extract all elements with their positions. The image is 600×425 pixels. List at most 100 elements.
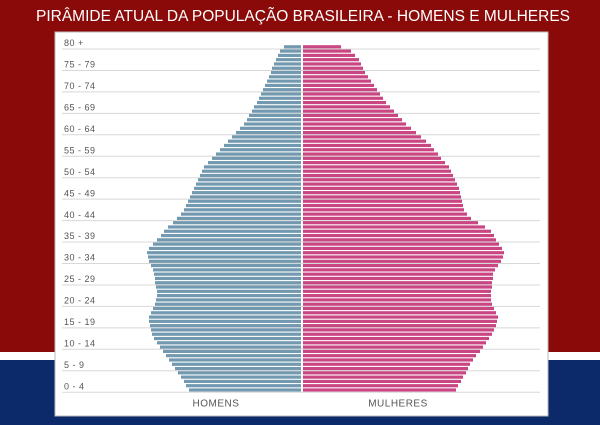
series-label: MULHERES	[368, 399, 428, 410]
y-tick-label: 75 - 79	[64, 60, 96, 70]
bar	[267, 79, 301, 83]
bar	[303, 152, 438, 156]
bar	[148, 255, 301, 259]
bar	[303, 306, 494, 311]
bar	[168, 225, 301, 229]
bar	[303, 122, 406, 126]
bar	[303, 156, 441, 160]
bar	[303, 349, 480, 353]
bar	[149, 315, 301, 319]
bar	[303, 203, 463, 208]
bar	[153, 268, 301, 272]
series-label: HOMENS	[193, 399, 240, 410]
y-tick-label: 45 - 49	[64, 188, 96, 198]
bar	[303, 255, 503, 259]
bar	[303, 285, 492, 289]
bar	[303, 384, 458, 388]
bar	[303, 362, 470, 366]
y-tick-label: 25 - 29	[64, 274, 96, 284]
bar	[303, 53, 355, 57]
bar	[153, 306, 301, 311]
bar	[303, 336, 489, 341]
bar	[173, 221, 301, 225]
bar	[303, 139, 426, 143]
bar	[202, 169, 301, 173]
bar	[303, 272, 493, 276]
bar	[156, 285, 301, 289]
bar	[303, 169, 451, 173]
bar	[204, 165, 301, 169]
y-tick-label: 55 - 59	[64, 145, 96, 155]
bar	[303, 289, 491, 293]
bar	[303, 251, 504, 255]
bar	[178, 371, 301, 375]
bar	[151, 263, 301, 268]
bar	[303, 276, 493, 281]
y-tick-label: 10 - 14	[64, 338, 96, 348]
bar	[303, 229, 491, 233]
bar	[274, 62, 301, 66]
bar	[303, 225, 485, 229]
bar	[303, 70, 365, 75]
bar	[163, 349, 301, 353]
bar	[284, 45, 301, 49]
bar	[157, 341, 301, 345]
bar	[303, 246, 502, 251]
bar	[303, 58, 359, 62]
bar	[208, 161, 301, 165]
y-tick-label: 0 - 4	[64, 381, 85, 391]
bar	[303, 45, 341, 49]
bar	[303, 199, 462, 203]
bar	[303, 233, 494, 238]
bar	[249, 113, 301, 118]
bar	[172, 362, 301, 366]
bar	[252, 109, 301, 113]
bar	[181, 375, 301, 379]
bar	[280, 49, 301, 53]
bar	[303, 208, 464, 212]
bar	[303, 92, 380, 96]
bar	[259, 96, 301, 100]
bar	[303, 195, 461, 199]
bar	[247, 118, 301, 122]
bar	[303, 191, 460, 195]
bar	[265, 83, 301, 88]
bar	[200, 173, 301, 178]
bar	[151, 328, 301, 332]
y-tick-label: 35 - 39	[64, 231, 96, 241]
slide-title: PIRÂMIDE ATUAL DA POPULAÇÃO BRASILEIRA -…	[36, 8, 570, 25]
bar	[303, 294, 491, 298]
bar	[303, 388, 456, 392]
bar	[303, 242, 499, 246]
bar	[184, 208, 301, 212]
bar	[303, 165, 449, 169]
bar	[303, 332, 492, 336]
y-tick-label: 50 - 54	[64, 167, 96, 177]
bar	[278, 53, 301, 57]
bar	[303, 302, 492, 306]
y-tick-label: 15 - 19	[64, 317, 96, 327]
bar	[184, 379, 301, 384]
bar	[155, 302, 301, 306]
bar	[303, 366, 468, 371]
bar	[155, 281, 301, 285]
bar	[228, 139, 301, 143]
bar	[154, 272, 301, 276]
bar	[303, 371, 466, 375]
bar	[303, 341, 486, 345]
bar	[151, 311, 301, 315]
bar	[156, 298, 301, 302]
y-tick-label: 70 - 74	[64, 81, 96, 91]
y-tick-label: 40 - 44	[64, 210, 96, 220]
bar	[194, 186, 301, 190]
y-tick-label: 80 +	[64, 38, 84, 48]
bar	[303, 88, 377, 92]
bar	[303, 298, 491, 302]
bar	[303, 315, 498, 319]
bar	[303, 135, 421, 139]
bar	[244, 122, 301, 126]
bar	[212, 156, 301, 160]
bar	[154, 336, 301, 341]
bar	[303, 100, 386, 105]
bar	[149, 319, 301, 323]
